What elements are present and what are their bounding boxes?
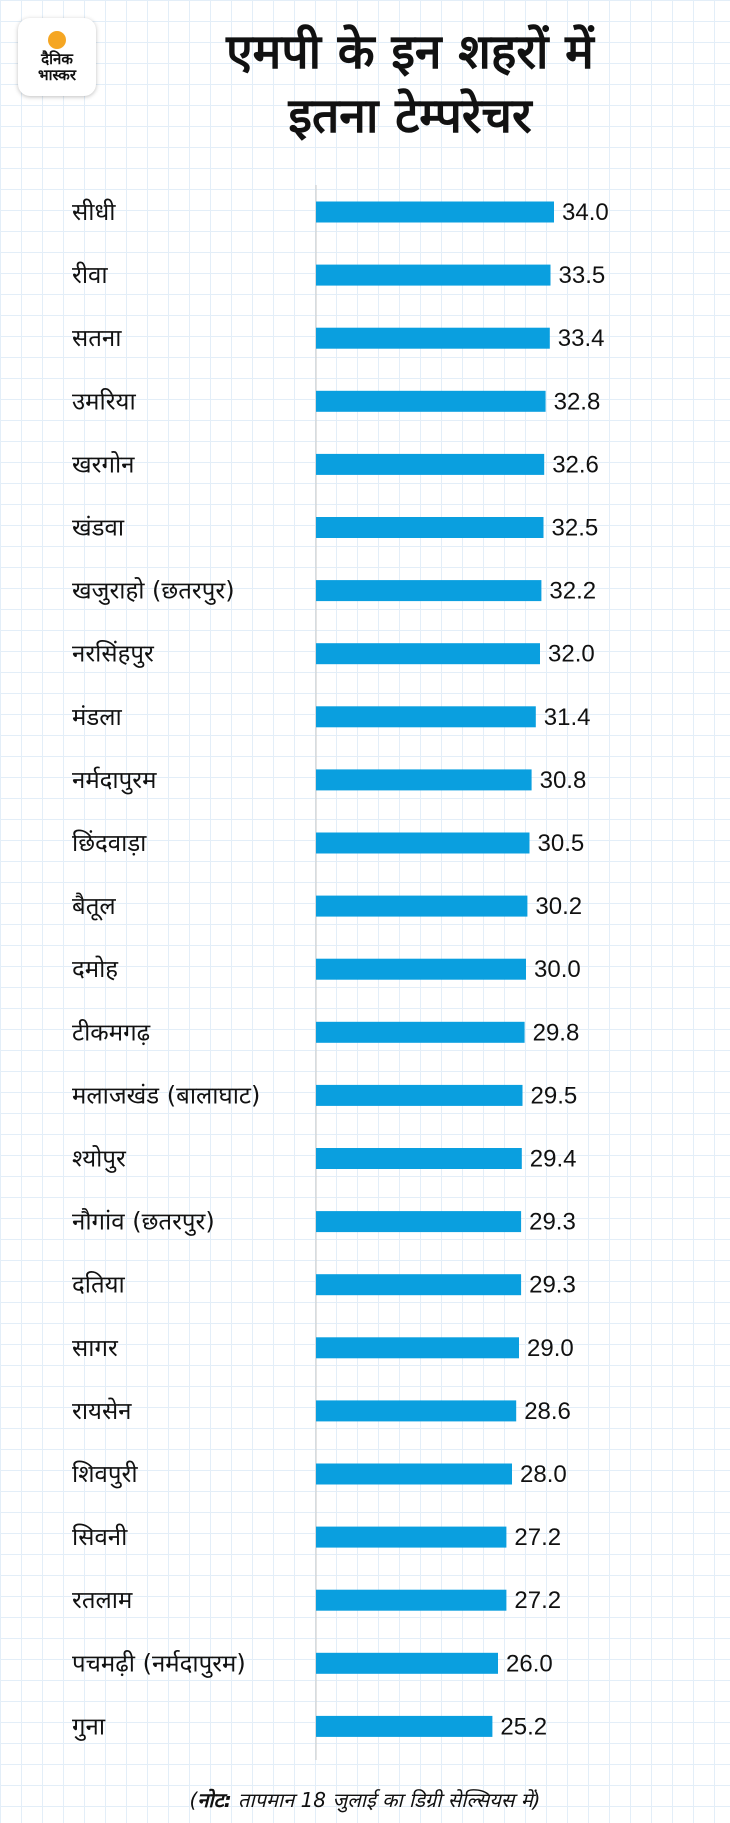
category-label: सतना [72, 324, 122, 352]
category-label: श्योपुर [72, 1145, 127, 1174]
chart-title-line-2: इतना टेम्परेचर [288, 88, 532, 144]
chart-title: एमपी के इन शहरों में इतना टेम्परेचर [110, 20, 710, 148]
bar [316, 895, 528, 917]
category-label: उमरिया [72, 387, 136, 415]
category-label: टीकमगढ़ [72, 1018, 151, 1046]
category-label: नौगांव (छतरपुर) [72, 1208, 215, 1237]
value-label: 29.8 [533, 1019, 580, 1046]
bar [316, 1400, 517, 1422]
bar [316, 1274, 522, 1296]
value-label: 32.0 [548, 641, 595, 668]
value-label: 32.2 [549, 578, 596, 605]
bar [316, 1148, 522, 1169]
value-label: 29.3 [529, 1209, 576, 1236]
bar [316, 1211, 522, 1233]
bar [316, 390, 546, 412]
bar [316, 643, 540, 665]
category-label: सागर [72, 1334, 119, 1362]
value-label: 30.2 [535, 893, 582, 920]
footnote: (नोट: तापमान 18 जुलाई का डिग्री सेल्सियस… [189, 1788, 541, 1812]
value-label: 30.8 [540, 767, 587, 794]
category-label: खंडवा [72, 514, 125, 542]
value-label: 32.6 [552, 451, 599, 478]
category-label: नर्मदापुरम [72, 766, 157, 795]
bar [316, 1526, 507, 1548]
category-label: रीवा [72, 261, 108, 289]
chart-title-line-1: एमपी के इन शहरों में [226, 24, 594, 80]
brand-logo: दैनिक भास्कर [18, 18, 96, 96]
value-label: 32.5 [552, 515, 599, 542]
bar [316, 1463, 512, 1485]
bar [316, 769, 532, 791]
value-label: 34.0 [562, 199, 609, 226]
category-label: दमोह [72, 955, 119, 983]
logo-sun-icon [48, 31, 66, 49]
category-label: नरसिंहपुर [72, 640, 155, 669]
bar [316, 1715, 493, 1737]
value-label: 28.0 [520, 1461, 567, 1488]
bar [316, 832, 530, 854]
bar [316, 1021, 525, 1043]
category-label: छिंदवाड़ा [72, 829, 147, 857]
value-label: 30.5 [538, 830, 585, 857]
logo-line-2: भास्कर [38, 66, 76, 84]
bars-group: सीधी 34.0 रीवा 33.5 सतना 33.4 उमरिया 32.8 खरगोन 3… [72, 198, 609, 1741]
bar [316, 1084, 523, 1106]
bar [316, 958, 526, 980]
value-label: 25.2 [500, 1713, 547, 1740]
bar [316, 1589, 507, 1611]
bar [316, 580, 542, 602]
category-label: मंडला [72, 703, 122, 731]
bar-chart: सीधी 34.0 रीवा 33.5 सतना 33.4 उमरिया 32.8 खरगोन 3… [72, 185, 609, 1760]
category-label: खरगोन [72, 450, 135, 478]
value-label: 30.0 [534, 956, 581, 983]
category-label: रायसेन [72, 1397, 132, 1425]
bar [316, 264, 551, 286]
bar [316, 1652, 498, 1674]
category-label: खजुराहो (छतरपुर) [72, 577, 235, 606]
category-label: सिवनी [72, 1523, 128, 1551]
bar [316, 453, 545, 475]
footnote-label: नोट: [197, 1788, 232, 1812]
value-label: 29.4 [530, 1146, 577, 1173]
value-label: 31.4 [544, 704, 591, 731]
value-label: 26.0 [506, 1650, 553, 1677]
bar [316, 1337, 519, 1359]
category-label: पचमढ़ी (नर्मदापुरम) [72, 1649, 246, 1678]
value-label: 33.4 [558, 325, 605, 352]
category-label: रतलाम [72, 1586, 133, 1614]
bar [316, 327, 550, 349]
value-label: 28.6 [524, 1398, 571, 1425]
value-label: 29.3 [529, 1272, 576, 1299]
footnote-text: तापमान 18 जुलाई का डिग्री सेल्सियस में [238, 1788, 533, 1812]
bar [316, 201, 554, 223]
category-label: गुना [72, 1712, 106, 1741]
value-label: 27.2 [514, 1524, 561, 1551]
logo-line-1: दैनिक [41, 50, 73, 68]
category-label: दतिया [72, 1271, 126, 1299]
value-label: 33.5 [559, 262, 606, 289]
category-label: सीधी [72, 198, 116, 226]
bar [316, 517, 544, 538]
value-label: 29.5 [531, 1082, 578, 1109]
category-label: बैतूल [72, 892, 116, 921]
bar [316, 706, 536, 728]
category-label: शिवपुरी [72, 1460, 138, 1489]
category-label: मलाजखंड (बालाघाट) [72, 1081, 260, 1109]
value-label: 32.8 [554, 388, 601, 415]
value-label: 29.0 [527, 1335, 574, 1362]
value-label: 27.2 [514, 1587, 561, 1614]
